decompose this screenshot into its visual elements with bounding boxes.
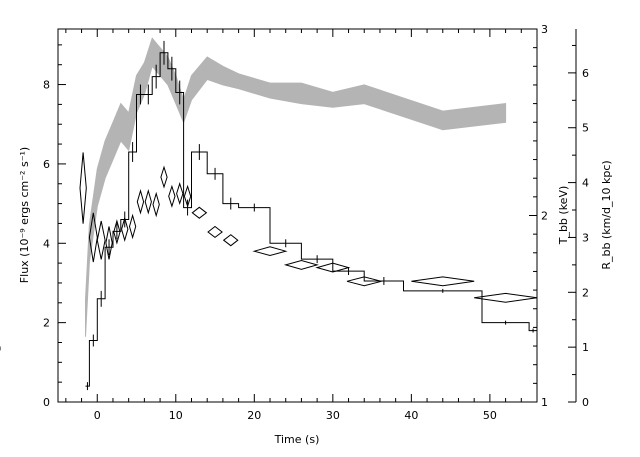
radius-tick-label: 4 (582, 177, 589, 190)
flux-tick-label: 8 (43, 79, 50, 92)
x-tick-label: 10 (169, 409, 183, 422)
radius-diamond (222, 234, 239, 247)
radius-tick-label: 1 (582, 341, 589, 354)
radius-diamond (136, 188, 145, 215)
y-axis-label-temperature: T_bb (keV) (557, 186, 570, 246)
radius-diamond (183, 184, 192, 208)
radius-tick-label: 6 (582, 67, 589, 80)
radius-diamond (283, 259, 319, 270)
radius-diamond (144, 188, 152, 215)
radius-diamond (168, 184, 176, 208)
radius-tick-label: 0 (582, 396, 589, 409)
temperature-tick-label: 2 (541, 210, 548, 223)
x-tick-label: 40 (404, 409, 418, 422)
radius-diamond (207, 225, 223, 239)
radius-diamond (88, 212, 98, 263)
flux-tick-label: 0 (43, 396, 50, 409)
radius-diamond (252, 246, 288, 257)
flux-tick-label: 4 (43, 237, 50, 250)
radius-diamond (346, 276, 382, 287)
x-tick-label: 0 (94, 409, 101, 422)
radius-tick-label: 5 (582, 122, 589, 135)
radius-diamond (96, 220, 106, 260)
temperature-tick-label: 1 (541, 396, 548, 409)
radius-diamond (128, 213, 137, 240)
radius-diamond (160, 165, 168, 189)
y-axis-label-flux: Flux (10⁻⁹ ergs cm⁻² s⁻¹) (18, 147, 31, 283)
radius-diamond (411, 276, 475, 287)
x-axis-label: Time (s) (274, 433, 320, 446)
x-tick-label: 30 (326, 409, 340, 422)
flux-tick-label: 6 (43, 158, 50, 171)
radius-diamond (315, 262, 351, 273)
radius-diamond (113, 219, 121, 245)
radius-diamond (105, 226, 113, 260)
x-tick-label: 50 (483, 409, 497, 422)
radius-diamond (176, 182, 184, 206)
radius-diamond (152, 191, 160, 218)
flux-tick-label: 2 (43, 317, 50, 330)
radius-tick-label: 3 (582, 231, 589, 244)
radius-diamond (121, 216, 129, 243)
radius-tick-label: 2 (582, 286, 589, 299)
x-tick-label: 20 (247, 409, 261, 422)
y-axis-label-radius: R_bb (km/d_10 kpc) (600, 160, 613, 269)
radius-diamond-layer (79, 152, 538, 303)
temperature-tick-label: 3 (541, 23, 548, 36)
radius-diamond (79, 152, 87, 224)
radius-diamond (191, 206, 208, 219)
